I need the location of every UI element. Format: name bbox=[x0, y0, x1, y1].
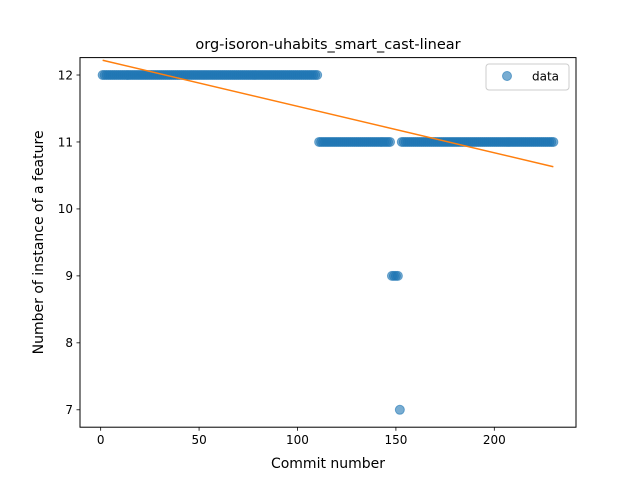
data-point bbox=[548, 136, 559, 147]
data-point bbox=[312, 70, 323, 81]
axes-frame bbox=[79, 57, 577, 428]
y-tick-label: 8 bbox=[65, 336, 73, 350]
x-axis-label: Commit number bbox=[271, 456, 385, 472]
y-tick-label: 10 bbox=[58, 202, 73, 216]
axis-ticks: 0 50 100 150 200 7 8 9 10 11 12 bbox=[58, 68, 506, 447]
x-tick-label: 50 bbox=[191, 433, 206, 447]
plot-area bbox=[97, 59, 559, 415]
x-tick-label: 200 bbox=[483, 433, 506, 447]
y-tick-label: 11 bbox=[58, 135, 73, 149]
y-axis-label: Number of instance of a feature bbox=[31, 130, 47, 354]
legend-box bbox=[485, 63, 570, 91]
data-point bbox=[385, 136, 395, 147]
x-tick-label: 100 bbox=[286, 433, 309, 447]
legend: data bbox=[485, 63, 570, 91]
data-point bbox=[394, 404, 405, 415]
fit-line bbox=[102, 59, 554, 168]
legend-marker-data bbox=[502, 71, 512, 81]
data-point bbox=[392, 270, 403, 281]
y-tick-label: 7 bbox=[65, 403, 73, 417]
x-tick-label: 0 bbox=[97, 433, 105, 447]
chart-title: org-isoron-uhabits_smart_cast-linear bbox=[195, 37, 460, 53]
x-tick-label: 150 bbox=[384, 433, 407, 447]
legend-label-data: data bbox=[532, 70, 559, 84]
y-tick-label: 12 bbox=[58, 68, 73, 82]
y-tick-label: 9 bbox=[65, 269, 73, 283]
